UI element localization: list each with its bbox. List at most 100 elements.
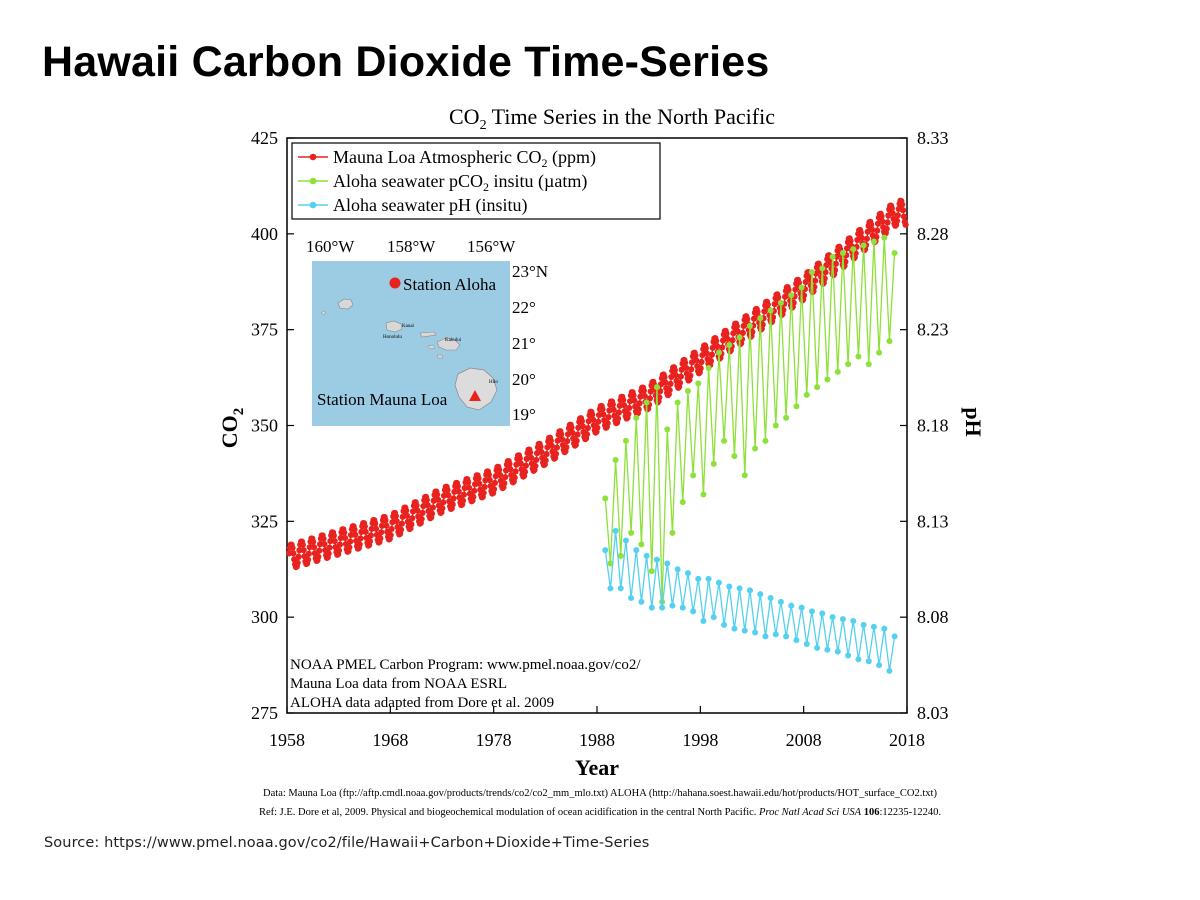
station-mauna-loa-marker [469,390,481,401]
y-left-tick-label: 275 [251,703,278,723]
point-mauna-loa [367,532,374,539]
point-aloha-ph [684,570,691,577]
point-aloha-ph [690,608,697,615]
point-mauna-loa [584,424,591,432]
island-molokai [419,331,437,338]
point-mauna-loa [563,444,570,451]
point-aloha-ph [736,585,743,592]
point-aloha-pco2 [643,399,650,406]
point-mauna-loa [739,329,746,337]
point-mauna-loa [858,234,865,241]
point-mauna-loa [351,526,358,533]
point-mauna-loa [346,544,353,551]
point-aloha-pco2 [622,437,629,444]
point-aloha-pco2 [772,422,779,429]
point-mauna-loa [889,210,896,217]
point-aloha-ph [829,614,836,621]
point-mauna-loa [579,423,586,430]
point-mauna-loa [558,436,566,443]
point-mauna-loa [692,352,699,359]
point-mauna-loa [465,479,472,486]
point-mauna-loa [620,402,628,409]
footer-data-line: Data: Mauna Loa (ftp://aftp.cmdl.noaa.go… [263,788,937,799]
point-aloha-ph [886,667,893,674]
point-mauna-loa [316,541,324,548]
point-aloha-ph [772,631,779,638]
point-mauna-loa [414,507,421,514]
x-tick-label: 1968 [372,730,408,750]
point-mauna-loa [409,515,416,522]
point-aloha-pco2 [803,391,810,398]
point-mauna-loa [413,502,420,509]
point-mauna-loa [698,358,705,366]
point-aloha-ph [622,537,629,544]
legend: Mauna Loa Atmospheric CO2 (ppm)Aloha sea… [291,142,661,220]
point-aloha-ph [653,556,660,563]
point-mauna-loa [397,526,405,533]
point-mauna-loa [512,468,519,475]
point-mauna-loa [418,515,425,523]
point-mauna-loa [594,424,601,431]
point-aloha-pco2 [865,361,872,368]
point-aloha-pco2 [814,384,821,391]
point-mauna-loa [465,484,473,491]
point-mauna-loa [899,207,907,214]
point-aloha-pco2 [819,265,826,272]
island-label-kauai: Kauai [402,324,415,329]
point-mauna-loa [511,474,518,481]
point-aloha-ph [860,621,867,628]
point-aloha-ph [845,652,852,659]
point-aloha-pco2 [886,338,893,345]
point-aloha-ph [803,641,810,647]
point-mauna-loa [449,501,456,508]
point-mauna-loa [873,233,880,241]
y-left-tick-label: 375 [251,320,278,340]
point-mauna-loa [315,553,322,560]
point-mauna-loa [874,227,881,234]
point-aloha-ph [798,604,805,611]
point-aloha-ph [721,621,728,628]
point-mauna-loa [775,294,782,301]
island-niihau-kauai [337,298,354,310]
point-mauna-loa [327,537,334,545]
point-mauna-loa [785,286,792,294]
point-mauna-loa [729,337,736,344]
point-mauna-loa [398,520,405,527]
chart-title: CO2 Time Series in the North Pacific [449,104,775,133]
point-mauna-loa [672,372,679,379]
point-mauna-loa [335,547,343,554]
point-aloha-pco2 [881,234,888,241]
point-aloha-pco2 [648,568,655,575]
point-mauna-loa [496,471,504,479]
point-aloha-pco2 [617,552,624,559]
point-aloha-ph [839,616,846,623]
point-aloha-pco2 [767,307,774,314]
point-mauna-loa [795,279,802,286]
point-mauna-loa [682,364,690,371]
legend-swatch-dot [309,177,317,185]
x-tick-label: 1978 [476,730,512,750]
point-mauna-loa [290,550,297,557]
point-mauna-loa [676,379,684,386]
point-aloha-ph [824,646,831,653]
point-aloha-ph [855,656,862,663]
point-aloha-ph [783,633,790,640]
point-mauna-loa [330,532,337,539]
point-mauna-loa [666,387,673,394]
point-mauna-loa [387,532,394,539]
point-aloha-ph [607,585,614,592]
point-mauna-loa [429,504,436,511]
point-mauna-loa [857,229,864,236]
point-mauna-loa [455,488,462,495]
point-mauna-loa [707,357,715,365]
point-mauna-loa [620,396,627,403]
point-mauna-loa [434,496,442,503]
point-mauna-loa [444,486,451,494]
point-mauna-loa [295,553,302,560]
point-mauna-loa [662,379,669,386]
point-aloha-pco2 [628,529,635,536]
point-mauna-loa [310,544,318,551]
x-tick-label: 2018 [889,730,925,750]
point-mauna-loa [475,475,482,482]
axis-ticks: 1958 1968 1978 1988 1998 2008 2018 275 300 325 350… [251,128,949,750]
